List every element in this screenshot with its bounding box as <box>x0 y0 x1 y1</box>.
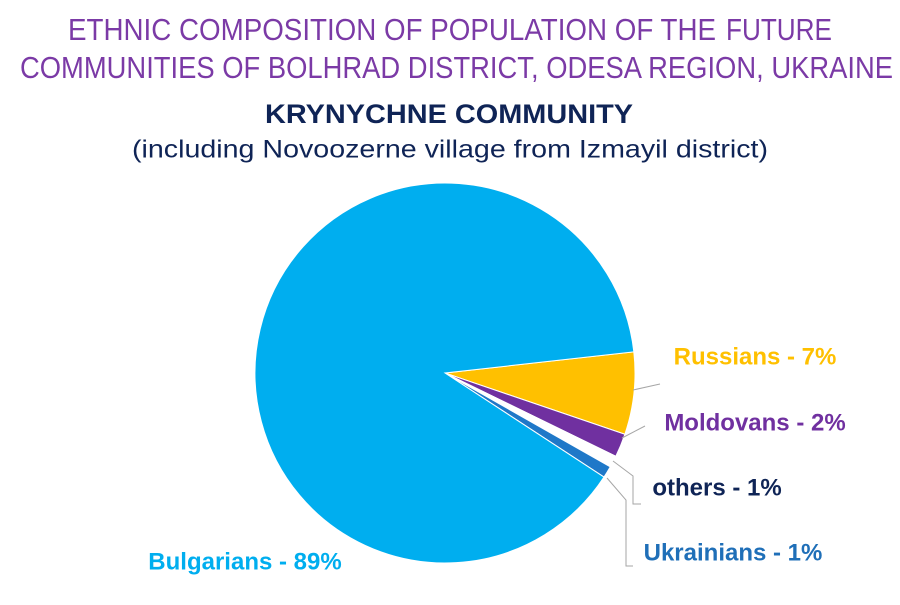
chart-subtitle: KRYNYCHNE COMMUNITY <box>265 99 633 129</box>
chart-title: COMMUNITIES OF BOLHRAD DISTRICT, ODESA R… <box>20 50 893 85</box>
pie-slice <box>254 182 635 564</box>
data-label: Ukrainians - 1% <box>644 539 823 566</box>
leader-line <box>632 383 661 391</box>
chart-title: ETHNIC COMPOSITION OF POPULATION OF THE <box>68 12 716 47</box>
leader-line <box>612 460 641 505</box>
leader-line <box>606 477 633 567</box>
chart-title-highlight: FUTURE <box>726 12 832 47</box>
data-label: others - 1% <box>652 474 781 501</box>
data-label: Russians - 7% <box>674 343 837 370</box>
data-label: Moldovans - 2% <box>664 409 845 436</box>
leader-line <box>621 425 646 439</box>
chart-note: (including Novoozerne village from Izmay… <box>132 136 768 164</box>
data-label: Bulgarians - 89% <box>148 548 341 575</box>
